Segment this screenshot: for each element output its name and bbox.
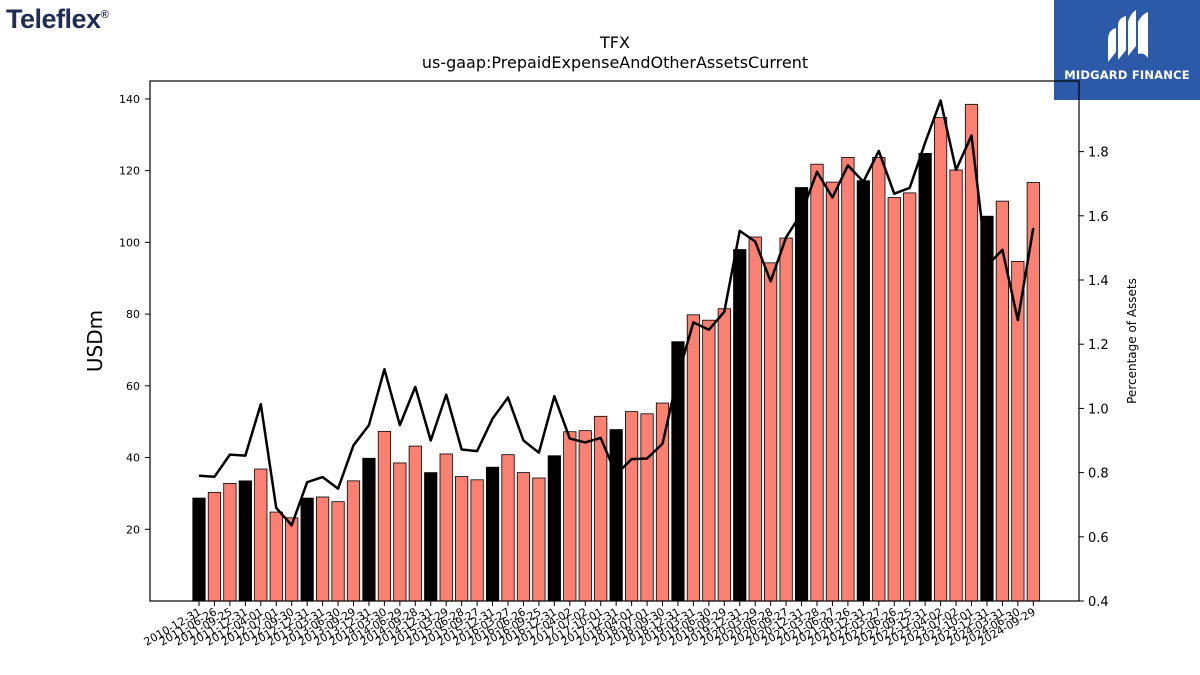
bar-2017-12-31 [625,411,639,602]
midgard-emblem-icon [1108,10,1148,62]
midgard-finance-name: MIDGARD FINANCE [1064,68,1190,82]
y2-tick-label-1.4: 1.4 [1088,274,1109,289]
bar-2018-12-31 [686,314,701,602]
bar-2018-04-01 [640,413,654,602]
bar-2023-12-31 [995,200,1010,602]
bar-2016-06-26 [532,477,546,602]
bar-2013-09-29 [362,457,376,602]
percentage-line [198,99,1035,527]
bar-2017-04-02 [578,430,592,602]
bar-group [192,103,1040,602]
bar-2017-10-01 [609,429,623,602]
bar-2016-03-27 [516,472,531,602]
y2-tick-label-0.6: 0.6 [1088,531,1109,546]
bar-2015-09-27 [485,466,500,602]
bar-2014-06-29 [408,445,422,602]
y-axis-label: USDm [83,310,107,372]
bar-2022-09-25 [918,153,932,602]
bar-2022-12-31 [934,117,948,602]
bar-2021-03-28 [825,181,840,602]
bar-2015-12-31 [501,454,515,602]
bar-2023-10-01 [980,215,994,602]
y2-tick-label-1.6: 1.6 [1088,210,1109,225]
bar-2022-03-27 [887,197,901,602]
bar-2023-04-02 [949,169,963,602]
bar-2016-09-25 [547,455,561,602]
y2-axis-label: Percentage of Assets [1125,278,1139,404]
bar-2013-06-30 [346,480,361,602]
bar-2021-06-27 [841,156,855,602]
y-tick-label-80: 80 [126,308,140,321]
bar-2017-07-02 [594,415,608,602]
bar-2011-12-31 [254,468,268,602]
bar-2020-06-28 [779,237,793,602]
bar-2020-09-27 [794,187,809,602]
bar-2020-03-29 [764,262,778,602]
bar-2015-06-28 [470,479,484,602]
bar-2024-03-31 [1011,260,1025,602]
bar-2018-07-01 [655,402,670,602]
bar-2021-12-31 [872,156,886,602]
bar-2016-12-31 [563,431,577,602]
bar-2019-03-31 [702,319,716,602]
y-tick-label-20: 20 [126,523,140,536]
bar-2012-12-31 [315,496,330,602]
line-group [198,99,1035,527]
y2-tick-label-1.8: 1.8 [1088,146,1109,161]
bar-2014-12-31 [439,453,453,602]
y-tick-label-120: 120 [119,165,140,178]
y2-tick-label-0.4: 0.4 [1088,595,1109,610]
bar-2011-09-25 [238,480,252,602]
y-tick-label-40: 40 [126,452,140,465]
bar-2024-06-30 [1026,182,1040,602]
y2-tick-label-1.2: 1.2 [1088,338,1109,353]
bar-2019-06-30 [717,308,731,602]
bar-2019-12-31 [748,236,762,602]
bar-2022-06-26 [903,192,917,602]
y-tick-label-140: 140 [119,93,140,106]
y2-tick-label-1.0: 1.0 [1088,402,1109,417]
teleflex-logo: Teleflex® [6,4,109,35]
plot-frame [149,80,1080,602]
bar-2020-12-31 [810,163,824,602]
registered-mark: ® [100,9,109,21]
bar-2012-07-01 [285,517,299,602]
bar-2013-12-31 [377,430,392,602]
y-tick-label-60: 60 [126,380,140,393]
y2-tick-label-0.8: 0.8 [1088,467,1109,482]
chart-subtitle: us-gaap:PrepaidExpenseAndOtherAssetsCurr… [422,53,808,72]
bar-2014-03-30 [393,462,407,602]
midgard-finance-logo: MIDGARD FINANCE [1054,0,1200,100]
bar-2011-06-26 [223,482,237,602]
axes: 20 40 60 80 100 120 140 0.4 0.6 0.8 1.0 1.2 1.4 1.6 1.… [119,80,1109,649]
bar-2012-04-01 [269,511,283,602]
chart-title: TFX [599,33,630,52]
bar-2014-09-28 [424,472,438,602]
bar-2019-09-29 [733,249,747,602]
teleflex-logo-text: Teleflex [6,4,101,34]
bar-2010-12-31 [192,497,206,602]
y-tick-label-100: 100 [119,236,140,249]
bar-2015-03-29 [455,476,469,602]
bar-2013-03-31 [331,501,345,602]
bar-2021-09-26 [856,180,870,602]
bar-2011-03-27 [207,491,222,602]
bar-2012-09-30 [300,497,314,602]
